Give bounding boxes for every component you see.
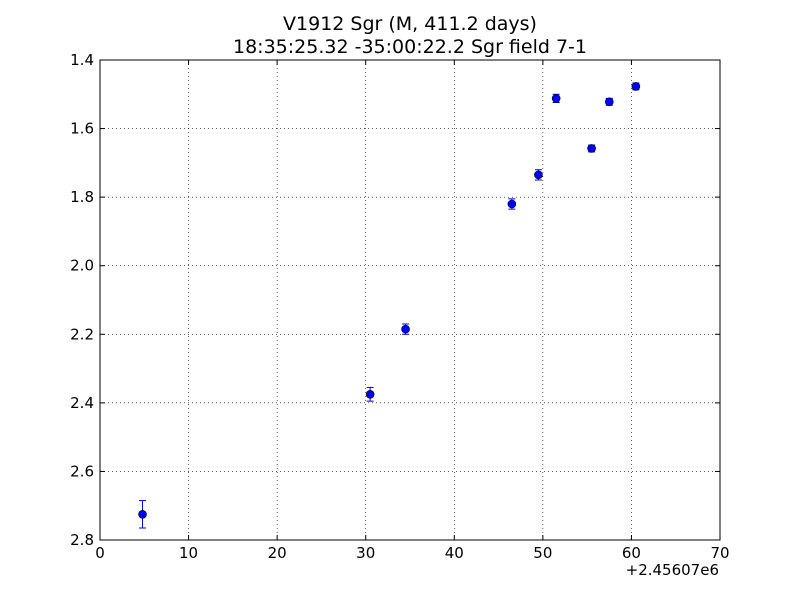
data-points	[138, 82, 641, 529]
data-point	[587, 144, 596, 153]
point-marker	[631, 82, 641, 91]
point-marker	[401, 324, 410, 334]
y-tick-label: 2.0	[70, 257, 94, 275]
data-point	[507, 198, 517, 210]
point-marker	[507, 199, 517, 209]
data-point	[138, 500, 147, 529]
data-point	[631, 82, 641, 91]
data-point	[401, 323, 410, 335]
x-tick-label: 60	[622, 544, 641, 562]
x-tick-label: 40	[445, 544, 464, 562]
grid-lines	[100, 60, 720, 540]
plot-frame	[99, 59, 721, 541]
y-tick-label: 2.6	[70, 462, 94, 480]
y-tick-label: 1.6	[70, 120, 94, 138]
data-point	[551, 93, 561, 104]
chart-title-line-1: V1912 Sgr (M, 411.2 days)	[283, 13, 537, 35]
chart-title-line-2: 18:35:25.32 -35:00:22.2 Sgr field 7-1	[233, 36, 587, 58]
x-tick-label: 30	[356, 544, 375, 562]
y-tick-label: 1.4	[70, 51, 94, 69]
y-tick-label: 2.8	[70, 531, 94, 549]
point-marker	[534, 170, 543, 180]
point-marker	[365, 389, 375, 399]
x-tick-label: 0	[95, 544, 105, 562]
tick-labels: 0 10 20 30 40 50 60 70 1.4 1.6 1.8 2.0 2.2 2.4 2.6 2.8	[70, 51, 729, 562]
x-tick-label: 10	[179, 544, 198, 562]
point-marker	[604, 97, 614, 107]
data-point	[534, 169, 543, 181]
point-marker	[551, 94, 561, 103]
x-tick-label: 70	[710, 544, 729, 562]
y-tick-label: 1.8	[70, 188, 94, 206]
point-marker	[587, 144, 596, 153]
point-marker	[138, 509, 147, 519]
x-tick-label: 50	[533, 544, 552, 562]
x-tick-label: 20	[268, 544, 287, 562]
x-offset-label: +2.45607e6	[626, 561, 719, 579]
y-tick-label: 2.4	[70, 394, 94, 412]
data-point	[365, 386, 375, 402]
axis-ticks	[99, 59, 721, 541]
data-point	[604, 97, 614, 107]
y-tick-label: 2.2	[70, 325, 94, 343]
